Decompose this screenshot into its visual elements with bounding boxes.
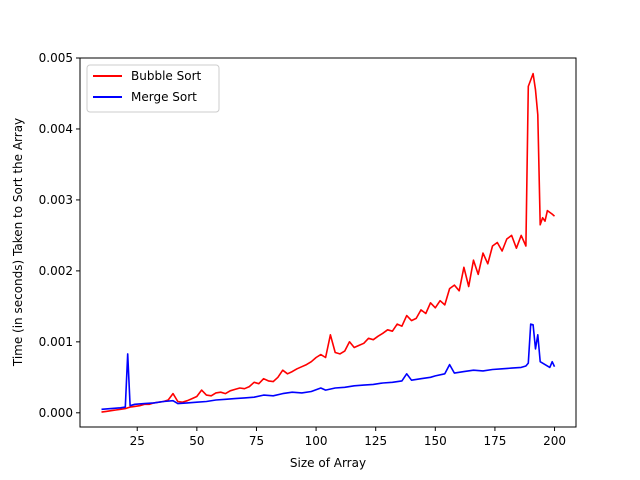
series-line-bubble-sort — [101, 72, 556, 413]
y-axis: 0.000 0.001 0.002 0.003 0.004 0.005 — [39, 51, 80, 420]
y-tick-label: 0.004 — [39, 122, 73, 136]
x-axis: 25 50 75 100 125 150 175 200 — [130, 427, 566, 448]
x-axis-title: Size of Array — [290, 456, 366, 470]
legend-label-bubble-sort: Bubble Sort — [131, 69, 201, 83]
x-tick-label: 150 — [424, 434, 447, 448]
y-axis-title: Time (in seconds) Taken to Sort the Arra… — [11, 118, 25, 367]
x-tick-label: 125 — [364, 434, 387, 448]
y-tick-label: 0.003 — [39, 193, 73, 207]
x-tick-label: 50 — [189, 434, 204, 448]
plot-frame — [79, 57, 577, 428]
x-tick-label: 175 — [483, 434, 506, 448]
x-tick-label: 75 — [249, 434, 264, 448]
y-tick-label: 0.005 — [39, 51, 73, 65]
legend: Bubble Sort Merge Sort — [86, 64, 220, 113]
y-tick-label: 0.001 — [39, 335, 73, 349]
legend-label-merge-sort: Merge Sort — [131, 90, 197, 104]
x-tick-label: 100 — [305, 434, 328, 448]
y-tick-label: 0.002 — [39, 264, 73, 278]
y-tick-label: 0.000 — [39, 406, 73, 420]
plot-area — [101, 72, 556, 413]
x-tick-label: 25 — [130, 434, 145, 448]
series-line-merge-sort — [101, 323, 556, 411]
x-tick-label: 200 — [543, 434, 566, 448]
